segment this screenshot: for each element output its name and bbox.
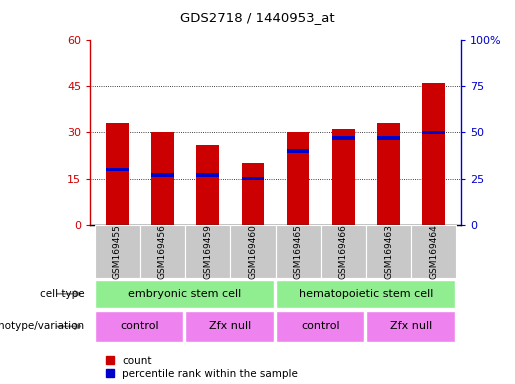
Bar: [332, 136, 355, 140]
Bar: [276, 225, 321, 278]
Text: hematopoietic stem cell: hematopoietic stem cell: [299, 289, 433, 299]
Bar: [196, 173, 219, 177]
Text: cell type: cell type: [40, 289, 85, 299]
Bar: [95, 280, 273, 308]
Text: GSM169460: GSM169460: [248, 224, 258, 279]
Text: GSM169455: GSM169455: [113, 224, 122, 279]
Bar: [287, 149, 310, 153]
Bar: [95, 311, 183, 342]
Text: GSM169464: GSM169464: [430, 224, 438, 279]
Bar: [332, 129, 355, 225]
Text: Zfx null: Zfx null: [390, 321, 432, 331]
Text: embryonic stem cell: embryonic stem cell: [128, 289, 242, 299]
Text: GSM169463: GSM169463: [384, 224, 393, 279]
Bar: [276, 311, 364, 342]
Bar: [230, 225, 276, 278]
Bar: [106, 123, 129, 225]
Text: genotype/variation: genotype/variation: [0, 321, 85, 331]
Bar: [377, 123, 400, 225]
Text: control: control: [121, 321, 159, 331]
Bar: [377, 136, 400, 140]
Bar: [95, 225, 140, 278]
Bar: [276, 280, 455, 308]
Bar: [422, 83, 445, 225]
Bar: [106, 167, 129, 171]
Bar: [185, 225, 230, 278]
Bar: [366, 311, 455, 342]
Bar: [242, 163, 264, 225]
Legend: count, percentile rank within the sample: count, percentile rank within the sample: [106, 356, 298, 379]
Bar: [411, 225, 456, 278]
Text: control: control: [301, 321, 340, 331]
Bar: [321, 225, 366, 278]
Bar: [151, 173, 174, 177]
Bar: [366, 225, 411, 278]
Bar: [287, 132, 310, 225]
Bar: [185, 311, 273, 342]
Text: GSM169466: GSM169466: [339, 224, 348, 279]
Bar: [196, 145, 219, 225]
Bar: [140, 225, 185, 278]
Text: GSM169465: GSM169465: [294, 224, 303, 279]
Bar: [151, 132, 174, 225]
Bar: [422, 131, 445, 134]
Text: GSM169459: GSM169459: [203, 224, 212, 279]
Bar: [242, 177, 264, 180]
Text: GDS2718 / 1440953_at: GDS2718 / 1440953_at: [180, 12, 335, 25]
Text: Zfx null: Zfx null: [209, 321, 251, 331]
Text: GSM169456: GSM169456: [158, 224, 167, 279]
